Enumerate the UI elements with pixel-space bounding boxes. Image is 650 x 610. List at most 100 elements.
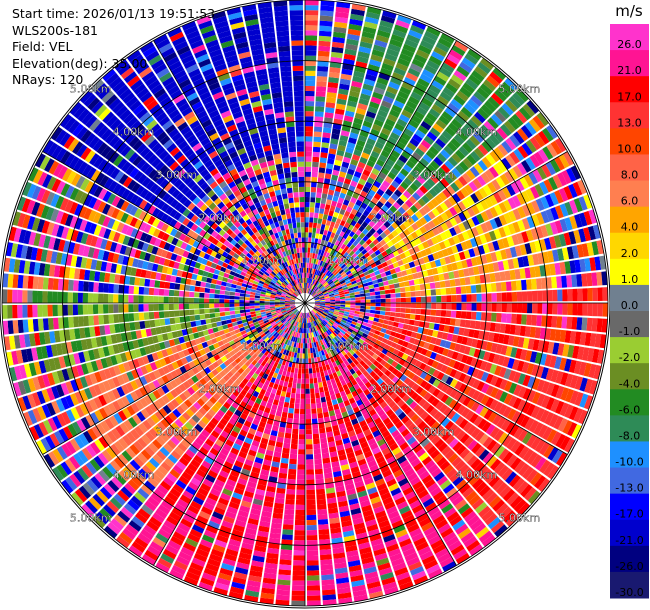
gate bbox=[348, 163, 357, 171]
gate bbox=[569, 215, 578, 230]
gate bbox=[362, 228, 369, 235]
gate bbox=[501, 237, 510, 248]
gate bbox=[424, 30, 439, 42]
gate bbox=[378, 171, 387, 180]
ray-5 bbox=[307, 10, 397, 294]
gate bbox=[432, 184, 442, 194]
gate bbox=[443, 174, 454, 185]
gate bbox=[311, 291, 316, 296]
gate bbox=[311, 258, 315, 264]
gate bbox=[432, 252, 440, 260]
gate bbox=[464, 53, 479, 65]
gate bbox=[358, 98, 370, 106]
gate bbox=[320, 198, 327, 205]
gate bbox=[344, 293, 350, 297]
gate bbox=[372, 266, 379, 272]
ray-0 bbox=[305, 0, 319, 293]
gate bbox=[509, 151, 520, 164]
gate bbox=[405, 160, 416, 169]
gate bbox=[415, 188, 425, 198]
gate bbox=[529, 154, 541, 168]
gate bbox=[381, 100, 392, 109]
gate bbox=[372, 146, 382, 154]
gate bbox=[345, 228, 352, 235]
gate bbox=[583, 194, 593, 209]
gate bbox=[534, 183, 545, 197]
gate bbox=[319, 266, 324, 272]
gate bbox=[344, 222, 350, 229]
gate bbox=[334, 159, 342, 167]
gate bbox=[324, 283, 330, 288]
gate bbox=[339, 220, 346, 227]
gate bbox=[329, 205, 336, 212]
gate bbox=[372, 224, 380, 232]
gate bbox=[320, 272, 324, 278]
gate bbox=[558, 188, 569, 202]
gate bbox=[361, 221, 368, 228]
gate bbox=[453, 94, 466, 106]
gate bbox=[305, 252, 308, 258]
gate bbox=[327, 158, 335, 165]
gate bbox=[401, 270, 408, 277]
ray-13 bbox=[311, 67, 507, 296]
gate bbox=[338, 247, 344, 254]
gate bbox=[322, 127, 332, 134]
gate bbox=[437, 95, 449, 106]
ray-2 bbox=[306, 1, 351, 293]
gate bbox=[403, 128, 414, 138]
gate bbox=[371, 245, 379, 253]
gate bbox=[545, 161, 557, 176]
gate bbox=[405, 199, 414, 208]
gate bbox=[339, 83, 350, 91]
gate bbox=[305, 65, 316, 71]
gate bbox=[544, 194, 555, 208]
gate bbox=[465, 138, 477, 150]
gate bbox=[307, 257, 310, 263]
gate bbox=[447, 102, 460, 114]
gate bbox=[394, 24, 409, 34]
gate bbox=[438, 66, 452, 78]
gate bbox=[320, 286, 325, 291]
gate bbox=[419, 157, 430, 168]
gate bbox=[477, 265, 485, 275]
gate bbox=[348, 289, 355, 294]
gate bbox=[449, 254, 456, 263]
gate bbox=[465, 239, 473, 249]
gate bbox=[324, 117, 333, 124]
gate bbox=[444, 106, 457, 118]
gate bbox=[347, 28, 361, 36]
gate bbox=[333, 211, 339, 218]
gate bbox=[509, 134, 521, 148]
gate bbox=[347, 168, 355, 176]
gate bbox=[390, 167, 400, 176]
gate bbox=[349, 132, 359, 140]
gate bbox=[333, 279, 339, 284]
gate bbox=[349, 237, 356, 244]
gate bbox=[367, 106, 378, 114]
gate bbox=[333, 270, 339, 276]
gate bbox=[435, 42, 450, 53]
gate bbox=[340, 243, 347, 250]
gate bbox=[316, 254, 321, 260]
gate bbox=[350, 208, 358, 216]
gate bbox=[321, 267, 325, 273]
gate bbox=[440, 222, 449, 231]
gate bbox=[413, 259, 420, 267]
gate bbox=[339, 135, 349, 142]
gate bbox=[334, 21, 348, 29]
gate bbox=[343, 275, 349, 280]
gate bbox=[400, 132, 412, 142]
gate bbox=[353, 288, 360, 293]
gate bbox=[373, 44, 386, 53]
gate bbox=[485, 209, 494, 220]
gate bbox=[305, 212, 310, 218]
gate bbox=[524, 242, 532, 255]
gate bbox=[385, 141, 395, 150]
gate bbox=[476, 213, 485, 224]
gate bbox=[319, 15, 334, 22]
gate bbox=[463, 102, 476, 115]
gate bbox=[481, 156, 492, 169]
gate bbox=[322, 245, 327, 251]
gate bbox=[312, 274, 316, 280]
gate bbox=[337, 197, 345, 204]
